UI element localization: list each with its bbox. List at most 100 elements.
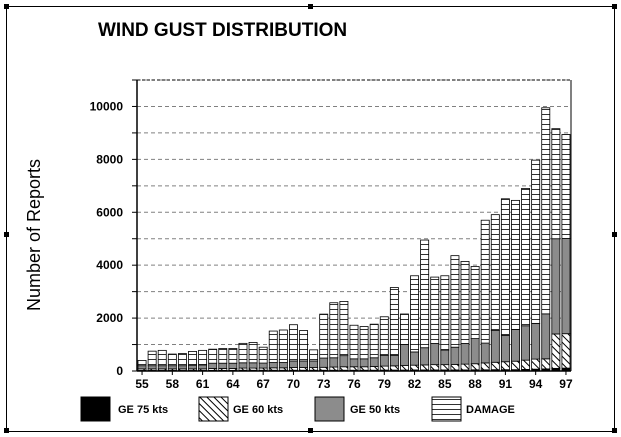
bar-segment-ge-60-kts-77: [359, 366, 369, 371]
bar-segment-damage-94: [531, 159, 541, 324]
bar-segment-ge-50-kts-69: [278, 362, 288, 369]
bar-segment-ge-50-kts-93: [521, 325, 531, 361]
bar-segment-ge-60-kts-80: [389, 365, 399, 371]
x-tick-label: 91: [499, 377, 513, 391]
handle-top-mid[interactable]: [308, 4, 313, 9]
bar-segment-ge-50-kts-64: [228, 362, 238, 369]
bar-segment-ge-50-kts-66: [248, 362, 258, 369]
bar-segment-damage-67: [258, 346, 268, 364]
x-tick-label: 94: [529, 377, 543, 391]
bar-segment-damage-70: [288, 324, 298, 362]
bar-segment-ge-50-kts-87: [460, 343, 470, 365]
bar-segment-damage-72: [309, 349, 319, 362]
bar-segment-ge-60-kts-87: [460, 363, 470, 371]
bar-segment-ge-60-kts-97: [561, 333, 571, 369]
bar-segment-ge-60-kts-93: [521, 359, 531, 370]
bar-segment-damage-91: [500, 198, 510, 336]
legend-swatch-ge50: [314, 396, 345, 422]
bar-segment-ge-60-kts-95: [541, 358, 551, 370]
bar-segment-damage-65: [238, 342, 248, 364]
bar-segment-ge-60-kts-92: [511, 360, 520, 371]
bar-segment-ge-50-kts-65: [238, 362, 248, 369]
bar-segment-damage-78: [369, 323, 379, 359]
legend-label-ge60: GE 60 kts: [233, 404, 283, 416]
bar-segment-damage-86: [450, 255, 460, 348]
bar-segment-ge-60-kts-75: [339, 366, 349, 371]
bar-segment-damage-57: [157, 349, 167, 367]
bar-segment-ge-60-kts-79: [379, 365, 389, 371]
bar-segment-damage-93: [521, 188, 531, 327]
bar-segment-ge-50-kts-67: [258, 362, 268, 369]
x-tick-label: 97: [559, 377, 573, 391]
bar-segment-damage-87: [460, 261, 470, 344]
handle-mid-right[interactable]: [612, 232, 617, 237]
bar-segment-ge-50-kts-73: [319, 357, 329, 368]
bar-segment-damage-76: [349, 324, 359, 360]
y-tick-label: 2000: [96, 311, 123, 325]
x-tick-labels: 55 58 61 64 67 70 73 76 79 82 85 88 91 94 97: [135, 371, 573, 391]
bar-segment-damage-56: [147, 350, 157, 367]
bar-segment-damage-61: [198, 349, 208, 366]
bars: [137, 107, 571, 372]
legend-label-ge75: GE 75 kts: [118, 404, 168, 416]
bar-segment-damage-66: [248, 342, 258, 364]
bar-segment-ge-50-kts-81: [400, 344, 409, 366]
bar-segment-ge-50-kts-70: [288, 360, 298, 368]
bar-segment-damage-62: [208, 348, 218, 364]
bar-segment-ge-50-kts-57: [157, 365, 167, 370]
bar-segment-ge-50-kts-91: [500, 334, 510, 363]
bar-segment-ge-50-kts-82: [410, 351, 420, 366]
y-tick-label: 6000: [96, 205, 123, 219]
bar-segment-ge-50-kts-76: [349, 358, 359, 368]
bar-segment-ge-50-kts-56: [147, 365, 157, 370]
bar-segment-ge-50-kts-74: [329, 357, 339, 368]
bar-segment-ge-50-kts-85: [440, 349, 450, 366]
bar-segment-damage-88: [470, 266, 480, 339]
bar-segment-damage-83: [420, 239, 430, 349]
bar-segment-ge-50-kts-97: [561, 238, 571, 335]
bar-segment-ge-50-kts-61: [198, 364, 208, 370]
bar-segment-damage-82: [410, 275, 420, 353]
y-axis-label: Number of Reports: [24, 159, 44, 311]
bar-segment-damage-69: [278, 329, 288, 363]
bar-segment-damage-55: [137, 360, 147, 367]
bar-segment-ge-60-kts-73: [319, 366, 329, 371]
bar-segment-damage-68: [268, 330, 278, 363]
bar-segment-ge-60-kts-90: [490, 361, 500, 371]
legend-swatch-ge60: [198, 396, 229, 422]
bar-segment-ge-50-kts-78: [369, 357, 379, 367]
bar-segment-ge-60-kts-96: [551, 333, 561, 369]
bar-segment-ge-50-kts-60: [188, 364, 197, 370]
handle-mid-left[interactable]: [4, 232, 9, 237]
legend-swatch-damage: [431, 396, 462, 422]
handle-bottom-right[interactable]: [612, 428, 617, 433]
x-tick-label: 55: [135, 377, 149, 391]
bar-segment-damage-85: [440, 275, 450, 351]
bar-segment-damage-77: [359, 326, 369, 360]
resize-handles[interactable]: [4, 4, 617, 433]
x-tick-label: 61: [196, 377, 210, 391]
bar-segment-ge-50-kts-88: [470, 338, 480, 365]
bar-segment-ge-50-kts-83: [420, 347, 430, 366]
bar-segment-damage-95: [541, 107, 551, 315]
handle-bottom-left[interactable]: [4, 428, 9, 433]
bar-segment-ge-50-kts-58: [167, 365, 177, 370]
y-tick-label: 4000: [96, 258, 123, 272]
handle-bottom-mid[interactable]: [308, 428, 313, 433]
handle-top-right[interactable]: [612, 4, 617, 9]
handle-top-left[interactable]: [4, 4, 9, 9]
x-tick-label: 88: [468, 377, 482, 391]
bar-segment-ge-60-kts-82: [410, 364, 420, 371]
bar-segment-ge-50-kts-84: [430, 343, 440, 366]
bar-segment-ge-60-kts-89: [480, 362, 490, 371]
y-tick-labels: 0 2000 4000 6000 8000 10000: [90, 99, 124, 378]
bar-segment-ge-50-kts-80: [389, 354, 399, 367]
legend-swatch-ge75: [80, 396, 111, 422]
bar-segment-ge-60-kts-81: [400, 365, 409, 371]
bar-segment-ge-60-kts-85: [440, 364, 450, 371]
x-tick-label: 76: [347, 377, 361, 391]
x-tick-label: 73: [317, 377, 331, 391]
x-tick-label: 79: [378, 377, 392, 391]
bar-segment-damage-74: [329, 302, 339, 359]
